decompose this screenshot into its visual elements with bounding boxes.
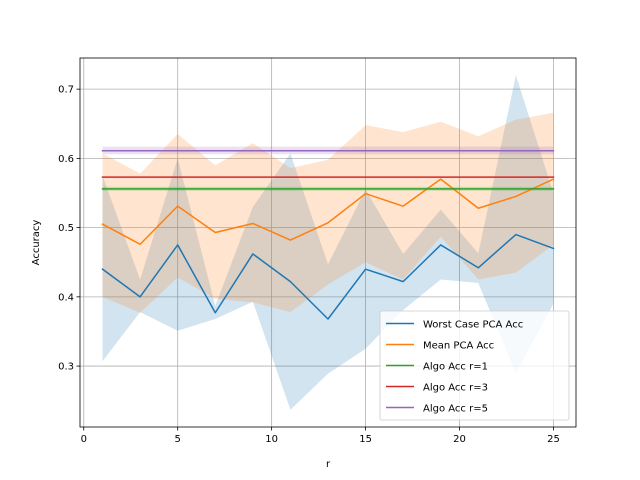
y-axis-label: Accuracy xyxy=(31,220,42,266)
x-axis-label: r xyxy=(326,459,331,470)
legend-label-algo-acc-r3: Algo Acc r=3 xyxy=(423,383,488,394)
x-tick-label: 25 xyxy=(547,434,560,445)
grid xyxy=(80,58,576,427)
x-tick-label: 5 xyxy=(175,434,181,445)
legend-label-algo-acc-r5: Algo Acc r=5 xyxy=(423,404,488,415)
x-tick-label: 0 xyxy=(81,434,87,445)
legend-box xyxy=(379,310,570,421)
legend-label-worst-case-pca-acc: Worst Case PCA Acc xyxy=(423,320,523,331)
series-lines xyxy=(101,150,555,320)
plot-area-frame xyxy=(79,57,577,428)
band-mean-pca-acc xyxy=(102,112,554,313)
x-tick-label: 20 xyxy=(453,434,466,445)
confidence-bands xyxy=(102,75,554,410)
legend: Worst Case PCA Acc Mean PCA Acc Algo Acc… xyxy=(379,310,570,421)
y-axis-ticks: 0.3 0.4 0.5 0.6 0.7 xyxy=(58,85,80,373)
y-tick-label: 0.4 xyxy=(58,292,74,303)
band-worst-case-pca-acc xyxy=(102,75,554,410)
y-tick-label: 0.5 xyxy=(58,223,74,234)
legend-label-mean-pca-acc: Mean PCA Acc xyxy=(423,341,494,352)
legend-label-algo-acc-r1: Algo Acc r=1 xyxy=(423,362,488,373)
x-axis-ticks: 0 5 10 15 20 25 xyxy=(81,427,560,445)
y-tick-label: 0.7 xyxy=(58,85,74,96)
y-tick-label: 0.3 xyxy=(58,362,74,373)
line-worst-case-pca-acc xyxy=(101,233,555,320)
line-mean-pca-acc xyxy=(101,178,555,245)
x-tick-label: 15 xyxy=(359,434,372,445)
y-tick-label: 0.6 xyxy=(58,154,74,165)
x-tick-label: 10 xyxy=(265,434,278,445)
